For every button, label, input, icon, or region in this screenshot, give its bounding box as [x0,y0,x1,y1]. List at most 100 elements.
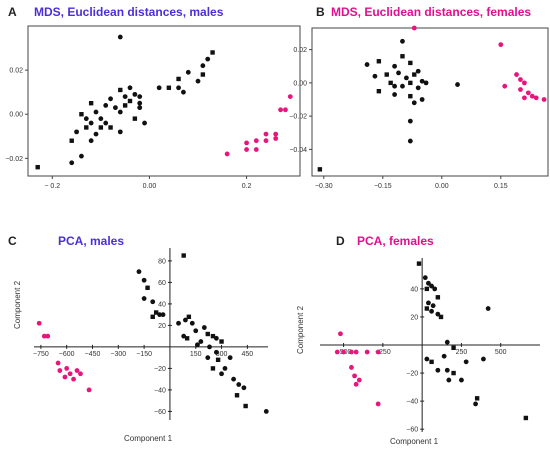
data-point [219,371,224,377]
data-point [419,97,425,102]
data-point [341,349,346,355]
data-point [127,98,133,104]
y-tick-label: 20 [410,314,418,321]
data-point [108,125,113,130]
data-point [263,409,269,414]
panel-c-points [36,253,269,414]
panel-d-title: PCA, females [357,234,434,248]
data-point [176,76,181,82]
y-tick-label: −20 [154,366,166,373]
data-point [407,118,413,124]
panel-a-title: MDS, Euclidean distances, males [34,5,224,19]
y-tick-label: 0.00 [293,80,307,87]
data-point [141,296,147,301]
data-point [432,286,438,292]
data-point [231,376,236,382]
y-tick-label: 60 [158,280,166,287]
data-point [132,116,138,121]
data-point [485,306,491,311]
data-point [205,56,211,62]
data-point [396,70,401,76]
data-point [93,109,99,115]
data-point [210,366,216,371]
data-point [372,73,378,79]
data-point [205,331,210,337]
data-point [451,370,456,376]
data-point [408,93,413,99]
data-point [153,310,159,315]
data-point [459,377,464,383]
data-point [219,339,224,344]
data-point [263,131,269,137]
data-point [127,85,133,91]
panel-c-letter: C [8,234,17,248]
data-point [117,34,123,40]
data-point [88,120,94,126]
data-point [181,253,186,258]
data-point [145,285,150,290]
data-point [69,160,75,166]
x-tick-label: −750 [33,351,49,358]
data-point [200,72,206,77]
data-point [88,101,94,106]
data-point [150,314,155,319]
data-point [253,147,259,152]
data-point [181,333,187,339]
data-point [411,100,417,106]
data-point [518,87,523,92]
data-point [426,280,431,286]
y-tick-label: 20 [158,323,166,330]
data-point [416,261,422,266]
data-point [62,374,68,380]
data-point [408,60,413,66]
data-point [142,120,147,126]
data-point [137,105,143,111]
data-point [400,54,405,59]
x-tick-label: 450 [242,351,254,358]
data-point [412,72,417,77]
data-point [541,97,547,102]
data-point [514,72,519,77]
data-point [166,85,172,90]
data-point [93,131,99,137]
data-point [400,83,405,89]
y-tick-label: 40 [158,301,166,308]
data-point [55,360,61,366]
data-point [64,366,70,371]
data-point [156,85,162,91]
panel-d-axes [320,258,540,432]
data-point [210,333,216,339]
panel-c-pca-males: C PCA, males −750 −600 −450 −300 −150 150 300 4… [8,234,269,443]
data-point [408,80,413,86]
data-point [207,344,212,350]
data-point [79,112,84,117]
data-point [426,300,431,306]
x-tick-label: −150 [136,351,152,358]
panel-b-points [317,25,547,172]
data-point [415,85,421,91]
data-point [349,349,354,355]
data-point [98,125,104,130]
data-point [317,167,323,172]
data-point [234,393,240,398]
x-tick-label: 150 [190,351,202,358]
panel-a-axes [27,25,301,177]
y-tick-label: −40 [154,387,166,394]
data-point [455,82,460,87]
y-tick-label: 80 [158,258,166,265]
data-point [481,356,486,362]
data-point [141,277,147,283]
data-point [411,25,417,31]
panel-b-letter: B [316,5,325,19]
data-point [353,349,359,355]
data-point [222,366,228,371]
y-tick-label: −40 [406,399,418,406]
data-point [88,138,94,144]
data-point [498,42,504,48]
y-tick-label: −0.02 [5,156,23,163]
data-point [78,371,83,377]
data-point [429,359,434,365]
data-point [392,63,397,69]
data-point [45,333,51,339]
